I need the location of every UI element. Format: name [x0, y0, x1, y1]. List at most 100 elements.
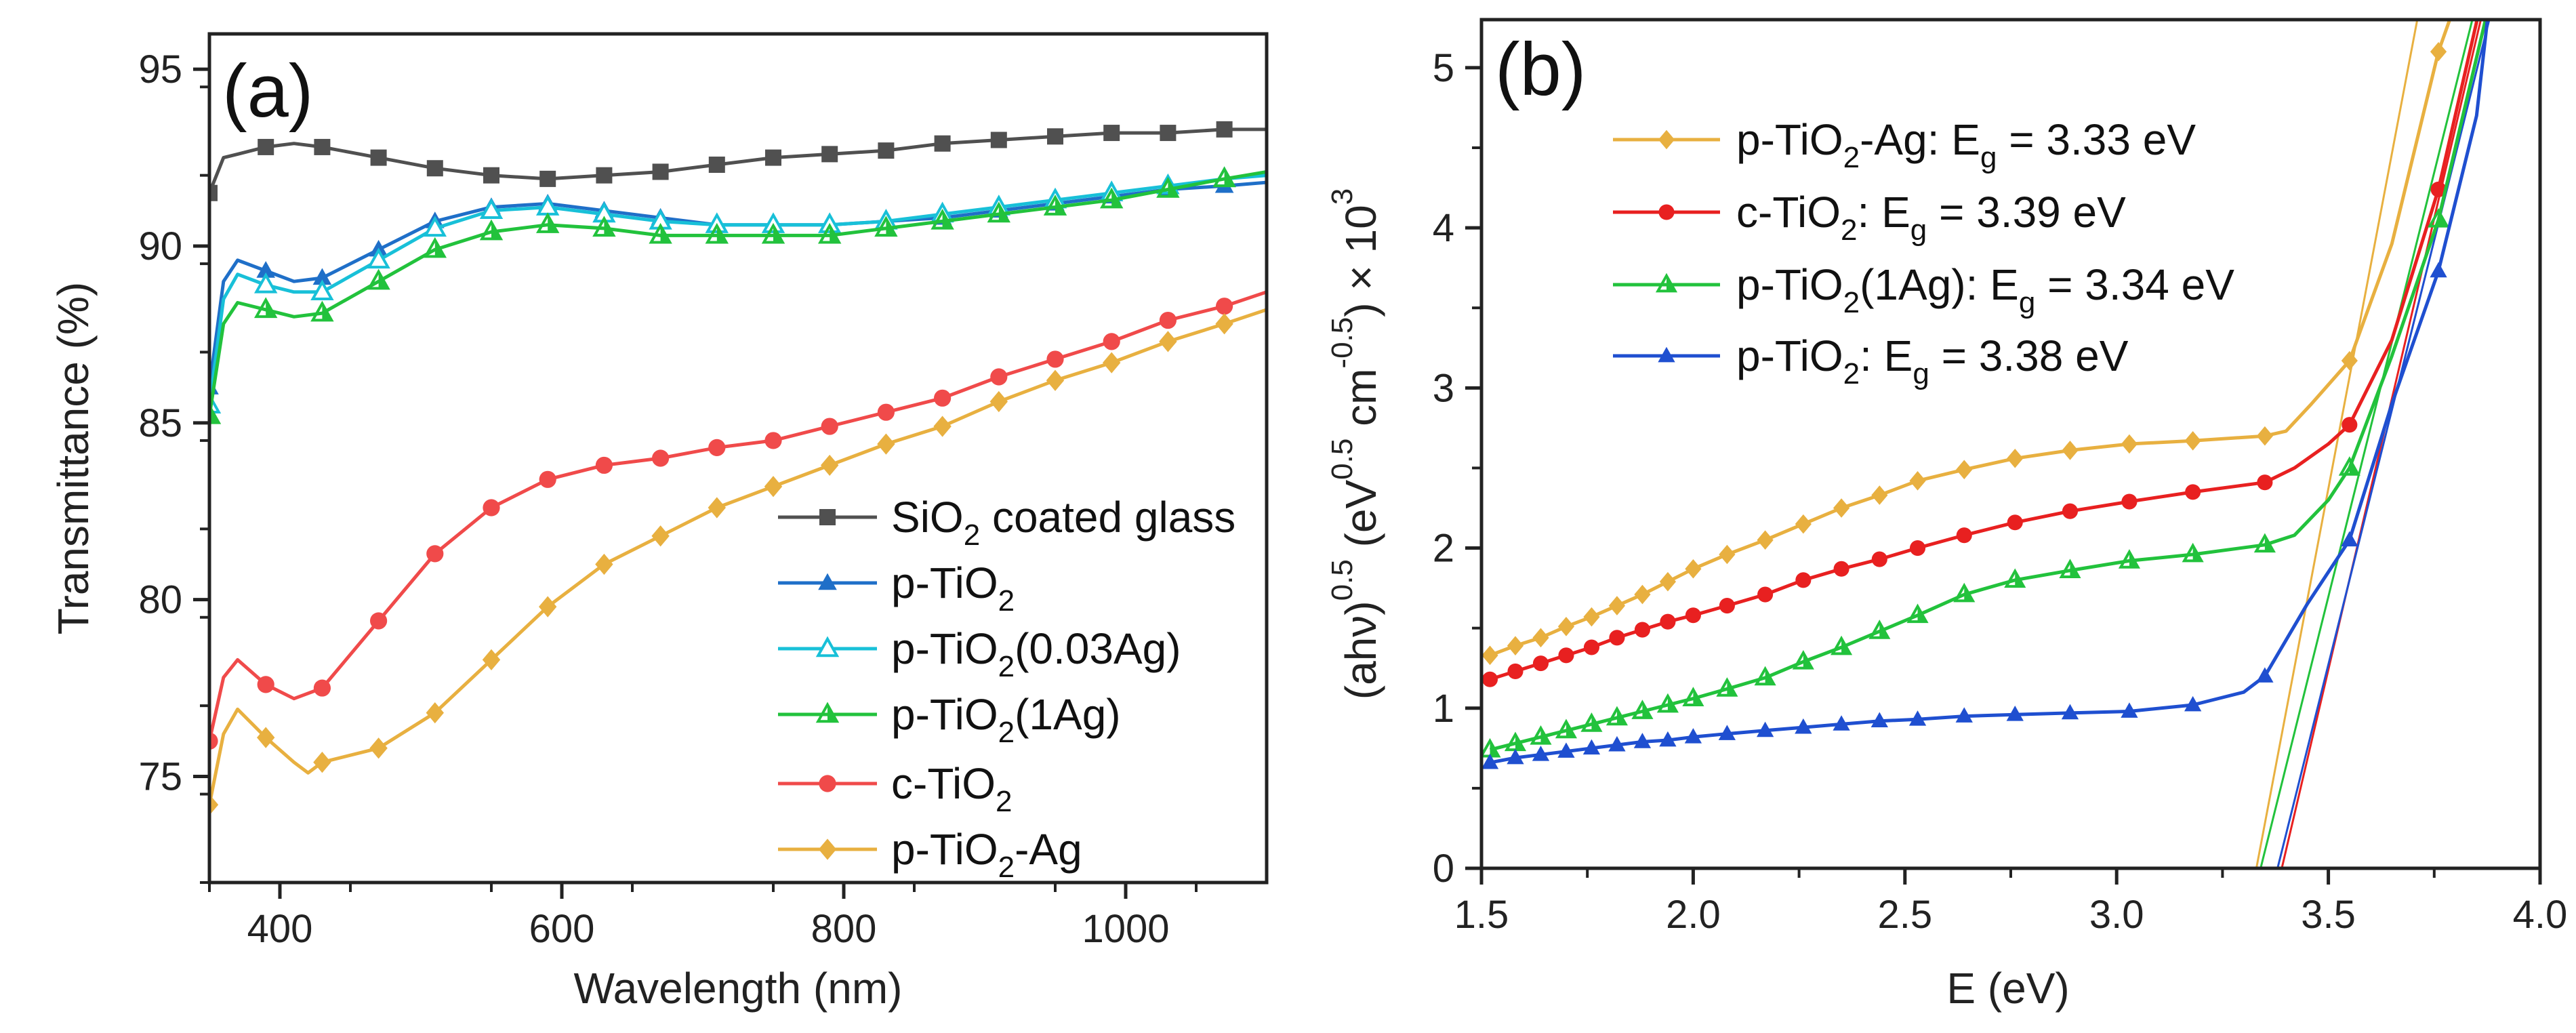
series-2: [1481, 20, 2488, 758]
triangle-open-marker: [367, 247, 390, 269]
triangle-half-marker: [1868, 620, 1891, 639]
text-segment: = 3.33 eV: [1997, 115, 2196, 164]
circle-marker: [1103, 333, 1120, 350]
square-marker: [314, 138, 331, 155]
triangle-marker: [1955, 707, 1973, 723]
text-segment: = 3.34 eV: [2035, 260, 2234, 309]
script-text: g: [1913, 357, 1929, 390]
circle-marker: [821, 418, 838, 435]
y-tick-label: 1: [1433, 687, 1454, 731]
x-tick-label: 3.5: [2301, 893, 2356, 937]
circle-marker: [1046, 350, 1064, 368]
series-1: [1481, 20, 2479, 687]
x-tick-label: 800: [811, 907, 877, 951]
circle-marker: [1507, 663, 1524, 679]
panel-b-y-axis-title: (ahν)0.5 (eV0.5 cm-0.5) × 103: [1326, 188, 1385, 700]
series-line: [209, 308, 1267, 805]
triangle-half-marker: [1906, 603, 1929, 624]
circle-marker: [1795, 572, 1812, 588]
square-marker: [1216, 121, 1233, 138]
circle-marker: [1909, 540, 1926, 556]
legend-label: c-TiO2: [891, 759, 1013, 818]
diamond-marker: [764, 476, 783, 498]
triangle-marker: [1582, 739, 1601, 755]
script-text: g: [1910, 214, 1927, 247]
circle-marker: [2185, 484, 2201, 500]
text-segment: ) × 10: [1336, 205, 1385, 317]
diamond-marker: [482, 649, 501, 670]
triangle-half-marker: [367, 268, 390, 290]
diamond-marker: [708, 497, 726, 519]
triangle-marker: [1870, 712, 1888, 728]
y-tick-label: 90: [138, 224, 182, 268]
circle-marker: [1719, 598, 1735, 614]
diamond-marker: [1557, 616, 1575, 636]
triangle-half-marker: [2118, 549, 2141, 569]
text-segment: c-TiO: [1736, 188, 1841, 237]
triangle-half-marker: [815, 702, 840, 723]
legend-item: c-TiO2: [778, 759, 1013, 818]
square-marker: [483, 167, 499, 184]
legend-label: SiO2 coated glass: [891, 493, 1235, 552]
script-text: 2: [998, 851, 1015, 884]
triangle-half-marker: [2427, 207, 2450, 228]
y-tick-label: 80: [138, 578, 182, 622]
diamond-marker: [1481, 645, 1498, 666]
triangle-half-marker: [1555, 718, 1578, 739]
triangle-half-marker: [1682, 687, 1704, 706]
diamond-marker: [1159, 331, 1177, 352]
diamond-marker: [1871, 485, 1888, 505]
square-marker: [370, 149, 387, 166]
text-segment: p-TiO: [1736, 260, 1843, 309]
text-segment: p-TiO: [891, 690, 998, 739]
circle-marker: [990, 368, 1008, 386]
script-text: 0.5: [1326, 559, 1359, 601]
diamond-marker: [1103, 352, 1121, 373]
panel-b-x-axis-title: E (eV): [1946, 964, 2069, 1013]
square-marker: [821, 146, 838, 163]
triangle-marker: [1908, 710, 1927, 726]
text-segment: (1Ag): E: [1860, 260, 2019, 309]
triangle-half-marker: [1656, 693, 1679, 713]
legend-item: p-TiO2(0.03Ag): [778, 624, 1181, 683]
legend-label: c-TiO2: Eg = 3.39 eV: [1736, 188, 2126, 247]
diamond-marker: [1658, 129, 1675, 150]
script-text: 0.5: [1326, 439, 1359, 480]
series-line: [1489, 20, 2452, 657]
text-segment: c-TiO: [891, 759, 996, 808]
diamond-marker: [933, 416, 952, 437]
triangle-half-marker: [2253, 533, 2276, 553]
triangle-open-marker: [479, 198, 504, 220]
circle-marker: [2007, 514, 2023, 531]
y-tick-label: 0: [1433, 847, 1454, 891]
circle-marker: [2342, 417, 2358, 433]
x-tick-label: 400: [247, 907, 313, 951]
triangle-half-marker: [2338, 456, 2360, 476]
text-segment: -Ag: [1015, 825, 1082, 874]
triangle-half-marker: [1953, 582, 1976, 603]
script-text: 2: [1843, 141, 1860, 174]
triangle-open-marker: [310, 279, 334, 301]
script-text: 2: [964, 519, 980, 552]
diamond-marker: [1634, 584, 1651, 605]
series-line: [1490, 20, 2489, 765]
series-3: [209, 166, 1267, 424]
circle-marker: [708, 439, 726, 456]
triangle-half-marker: [817, 222, 842, 244]
triangle-half-marker: [1156, 177, 1180, 198]
script-text: g: [1980, 141, 1997, 174]
triangle-half-marker: [1754, 666, 1776, 686]
diamond-marker: [1956, 460, 1973, 480]
triangle-half-marker: [1792, 649, 1814, 670]
series-line: [209, 174, 1267, 406]
circle-marker: [1532, 655, 1549, 672]
text-segment: (1Ag): [1015, 690, 1121, 739]
diamond-marker: [2256, 426, 2273, 446]
diamond-marker: [1583, 607, 1600, 627]
diamond-marker: [1215, 313, 1233, 335]
circle-marker: [934, 389, 952, 407]
script-text: 2: [1843, 357, 1860, 390]
circle-marker: [1833, 561, 1849, 577]
triangle-marker: [1658, 346, 1675, 363]
diamond-marker: [539, 596, 557, 617]
